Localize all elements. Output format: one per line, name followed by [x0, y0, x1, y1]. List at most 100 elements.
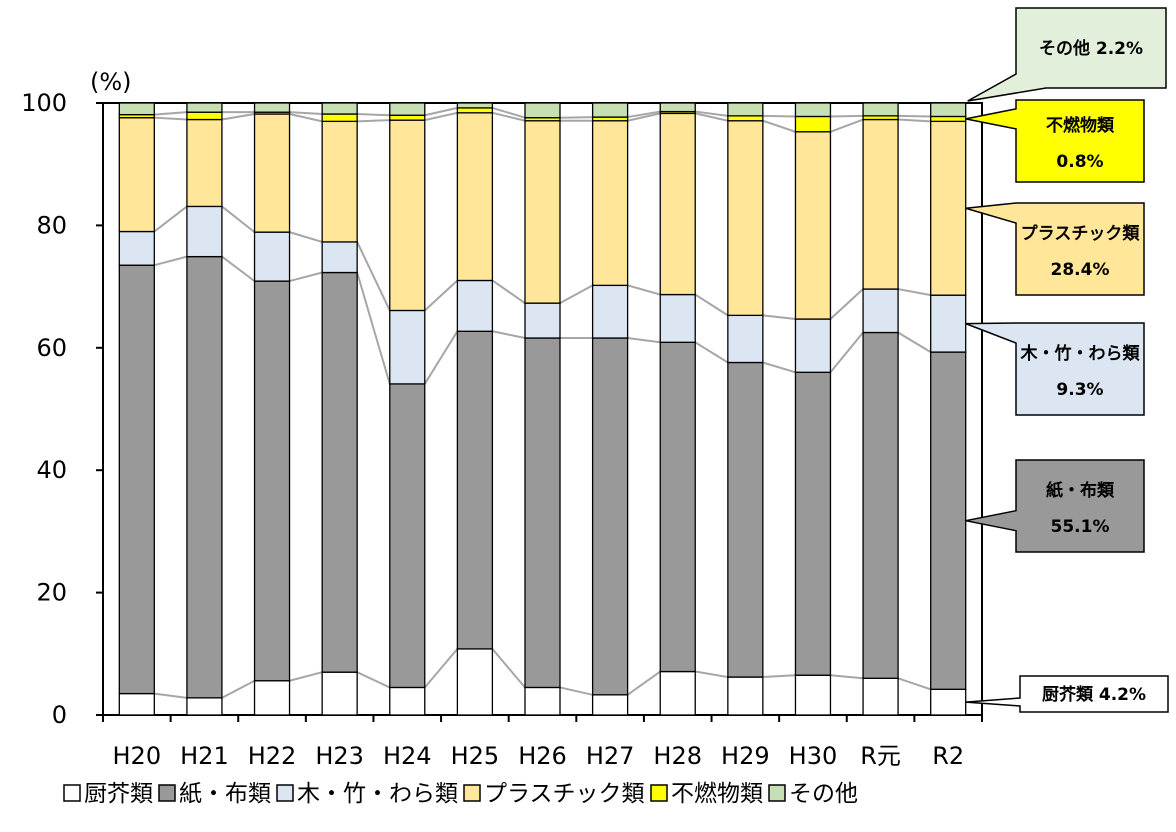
bar-segment [862, 102, 899, 117]
connector-line [424, 111, 458, 122]
callout-box [965, 675, 1169, 713]
bar-segment [727, 361, 764, 678]
bar-segment [456, 648, 494, 716]
bar-segment [930, 294, 967, 353]
bar-segment [118, 692, 155, 716]
connector-line [221, 205, 256, 233]
bar-segment [186, 118, 223, 208]
bar-segment [253, 231, 291, 282]
connector-line [154, 116, 187, 121]
connector-line [627, 284, 661, 296]
connector-line [492, 111, 526, 122]
x-tick-label: H30 [789, 742, 838, 770]
connector-line [356, 272, 391, 385]
bar-segment [186, 111, 223, 121]
connector-line [694, 341, 729, 364]
connector-line [424, 648, 459, 689]
legend-label: その他 [789, 781, 858, 807]
connector-line [492, 330, 526, 339]
bar-segment [321, 102, 358, 115]
bar-segment [794, 131, 832, 320]
bar-segment [930, 688, 967, 716]
callout-label: その他 2.2% [1039, 38, 1143, 59]
bar-segment [862, 118, 899, 290]
bar-segment [456, 330, 494, 650]
connector-line [289, 671, 323, 682]
y-unit-label: (%) [90, 68, 132, 96]
bar-segment [659, 102, 696, 113]
connector-line [492, 106, 526, 119]
bar-segment [456, 112, 494, 282]
bar-segment [659, 341, 696, 673]
connector-line [762, 361, 796, 374]
callout-box [965, 322, 1145, 416]
connector-line [627, 112, 661, 122]
connector-line [154, 111, 187, 116]
bar-segment [591, 337, 629, 696]
connector-line [221, 113, 255, 121]
callout-label: 紙・布類 [1046, 480, 1115, 501]
bar-segment [524, 102, 561, 119]
bar-segment [794, 102, 832, 118]
x-tick-label: H28 [653, 742, 702, 770]
x-tick-label: H26 [518, 742, 567, 770]
bar-segment [389, 309, 426, 385]
connector-line [830, 118, 864, 133]
bar-segment [727, 120, 764, 317]
bar-segment [321, 271, 358, 673]
x-tick-label: R2 [932, 742, 964, 770]
legend-label: 紙・布類 [179, 781, 271, 807]
x-tick-label: H23 [315, 742, 364, 770]
connector-line [559, 116, 593, 119]
bar-segment [862, 677, 899, 716]
legend-swatch [63, 784, 81, 802]
connector-line [356, 671, 391, 689]
bar-segment [524, 337, 561, 689]
bar-segment [118, 230, 155, 266]
connector-line [898, 114, 931, 118]
callout-label: プラスチック類 [1021, 223, 1141, 244]
connector-line [829, 288, 864, 320]
bar-segment [727, 102, 764, 117]
bar-segment [930, 351, 967, 690]
connector-line [830, 674, 864, 680]
callout-box [965, 459, 1145, 553]
bar-segment [930, 120, 967, 296]
bar-segment [321, 241, 358, 274]
connector-line [897, 677, 932, 691]
bar-segment [794, 674, 832, 716]
bar-segment [862, 331, 899, 679]
connector-line [559, 686, 593, 696]
legend-swatch [650, 784, 668, 802]
callout-4: プラスチック類 28.4% [965, 202, 1145, 296]
callout-value: 28.4% [1051, 260, 1110, 280]
bar-segment [591, 102, 629, 118]
connector-line [491, 648, 526, 689]
legend-swatch [158, 784, 176, 802]
callouts: 厨芥類 4.2% 紙・布類 55.1% 木・竹・わら類 9.3% プラスチック類 28.4%… [965, 7, 1169, 713]
bar-segment [118, 117, 155, 233]
callout-value: 55.1% [1051, 517, 1110, 537]
bar-segment [456, 102, 494, 109]
bar-segment [659, 670, 696, 716]
bar-segment [321, 671, 358, 716]
bar-segment [389, 383, 426, 689]
connector-line [424, 106, 458, 117]
bar-segment [524, 302, 561, 339]
x-tick-label: H25 [451, 742, 500, 770]
connector-line [829, 331, 864, 373]
callout-value: 0.8% [1056, 152, 1103, 172]
connector-line [221, 255, 256, 282]
y-tick-label: 80 [36, 211, 67, 239]
connector-line [153, 205, 188, 233]
callout-value: 9.3% [1056, 380, 1103, 400]
bar-segment [389, 119, 426, 312]
connector-line [897, 288, 931, 297]
bar-segment [186, 697, 223, 716]
callout-1: 厨芥類 4.2% [965, 675, 1169, 713]
bar-segment [253, 280, 291, 682]
bar-segment [253, 102, 291, 113]
bar-segment [456, 107, 494, 114]
callout-box [965, 202, 1145, 296]
